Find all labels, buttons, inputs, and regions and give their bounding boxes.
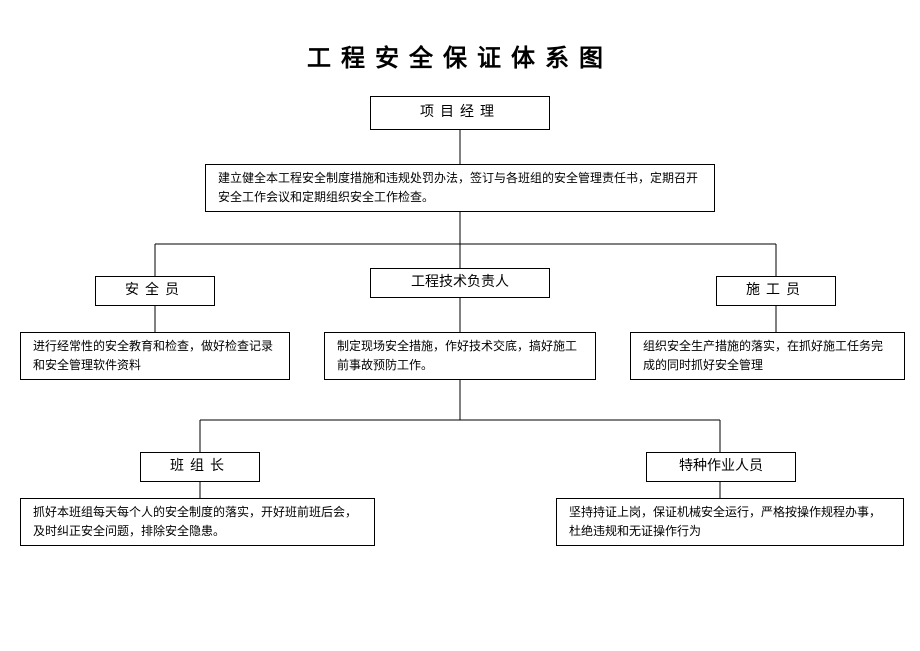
node-safety: 安全员	[95, 276, 215, 306]
node-safety-desc: 进行经常性的安全教育和检查，做好检查记录和安全管理软件资料	[20, 332, 290, 380]
node-pm-desc: 建立健全本工程安全制度措施和违规处罚办法，签订与各班组的安全管理责任书，定期召开…	[205, 164, 715, 212]
node-builder-desc: 组织安全生产措施的落实，在抓好施工任务完成的同时抓好安全管理	[630, 332, 905, 380]
node-special-desc: 坚持持证上岗，保证机械安全运行，严格按操作规程办事，杜绝违规和无证操作行为	[556, 498, 904, 546]
node-special: 特种作业人员	[646, 452, 796, 482]
diagram-title: 工程安全保证体系图	[0, 38, 920, 73]
node-tech-desc: 制定现场安全措施，作好技术交底，搞好施工前事故预防工作。	[324, 332, 596, 380]
node-builder: 施工员	[716, 276, 836, 306]
node-team: 班组长	[140, 452, 260, 482]
node-pm: 项目经理	[370, 96, 550, 130]
node-tech: 工程技术负责人	[370, 268, 550, 298]
node-team-desc: 抓好本班组每天每个人的安全制度的落实，开好班前班后会，及时纠正安全问题，排除安全…	[20, 498, 375, 546]
